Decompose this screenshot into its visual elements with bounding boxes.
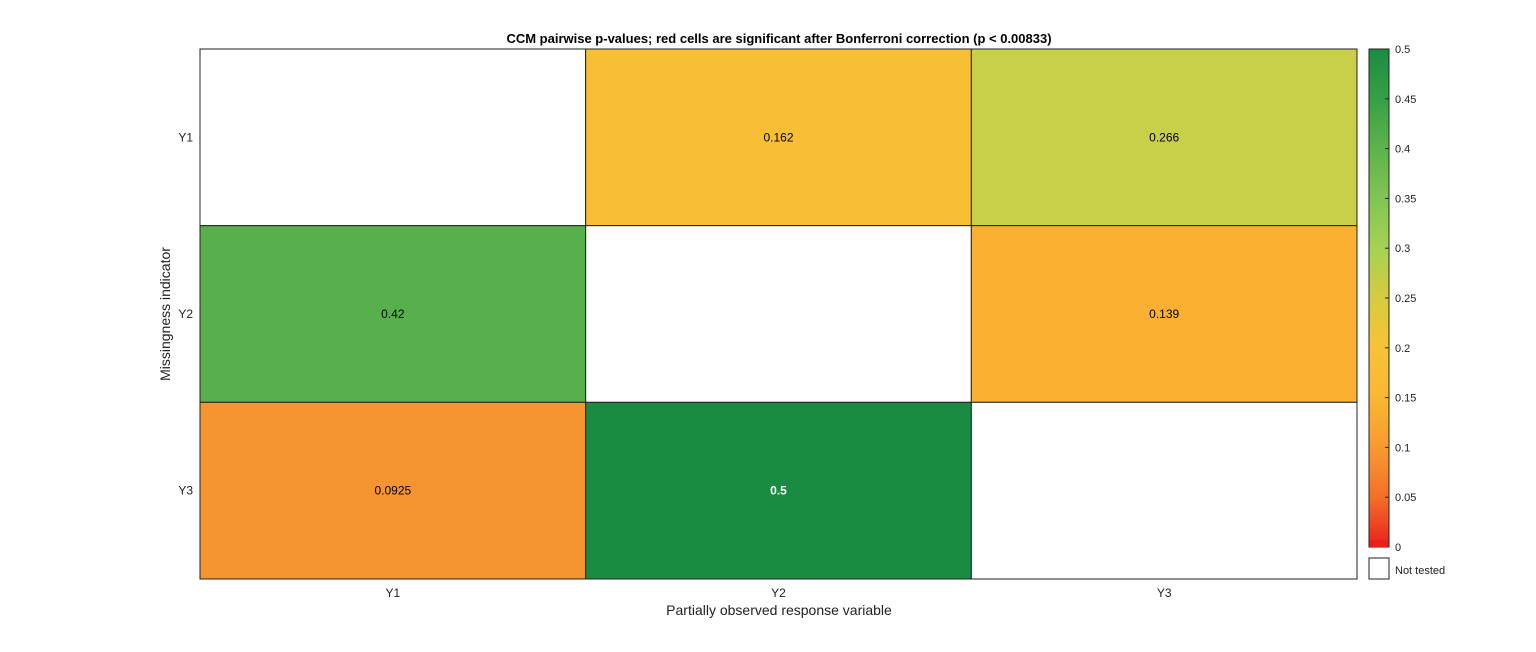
not-tested-label: Not tested	[1395, 565, 1445, 577]
heatmap-cell	[970, 401, 1358, 580]
colorbar-tick-label: 0.35	[1395, 193, 1416, 205]
x-tick-label: Y2	[771, 586, 786, 600]
colorbar-tick-label: 0.2	[1395, 343, 1410, 355]
colorbar-tick-label: 0.1	[1395, 442, 1410, 454]
heatmap-cell	[970, 48, 1358, 227]
y-tick-label: Y1	[178, 130, 193, 144]
heatmap-cell	[199, 225, 587, 403]
colorbar-tick-label: 0.05	[1395, 492, 1416, 504]
colorbar-tick-label: 0.5	[1395, 44, 1410, 56]
cell-value-label: 0.162	[763, 130, 793, 144]
not-tested-swatch	[1368, 557, 1390, 580]
colorbar-tick-label: 0.4	[1395, 144, 1410, 156]
y-tick-label: Y2	[178, 307, 193, 321]
y-axis-ticks: Y1 Y2 Y3	[178, 130, 193, 497]
heatmap-cell	[585, 48, 972, 227]
x-axis-ticks: Y1 Y2 Y3	[385, 586, 1171, 600]
heatmap-cells	[199, 48, 1358, 580]
colorbar-tick-label: 0.25	[1395, 293, 1416, 305]
heatmap-cell	[585, 401, 972, 580]
heatmap-cell	[199, 401, 587, 580]
chart-title: CCM pairwise p-values; red cells are sig…	[506, 31, 1051, 46]
heatmap-cell	[970, 225, 1358, 403]
cell-value-label: 0.5	[770, 484, 787, 498]
colorbar-ticks: 0 0.05 0.1 0.15 0.2 0.25 0.3 0.35 0.4 0.45 0.5	[1385, 44, 1416, 554]
x-tick-label: Y1	[385, 586, 400, 600]
colorbar: 0 0.05 0.1 0.15 0.2 0.25 0.3 0.35 0.4 0.45 0.5 Not…	[1368, 44, 1445, 580]
y-tick-label: Y3	[178, 484, 193, 498]
x-axis-label: Partially observed response variable	[666, 602, 892, 618]
cell-value-label: 0.139	[1149, 307, 1179, 321]
heatmap-cell-labels: 0.162 0.266 0.42 0.139 0.0925 0.5	[374, 130, 1179, 497]
y-axis-label: Missingness indicator	[157, 247, 173, 381]
colorbar-tick-label: 0.3	[1395, 243, 1410, 255]
cell-value-label: 0.266	[1149, 130, 1179, 144]
cell-value-label: 0.0925	[374, 484, 411, 498]
heatmap-cell	[585, 225, 972, 403]
significance-band	[1369, 540, 1389, 547]
cell-value-label: 0.42	[381, 307, 405, 321]
colorbar-tick-label: 0	[1395, 542, 1401, 554]
x-tick-label: Y3	[1157, 586, 1172, 600]
colorbar-tick-label: 0.45	[1395, 94, 1416, 106]
colorbar-tick-label: 0.15	[1395, 393, 1416, 405]
heatmap-cell	[199, 48, 587, 227]
